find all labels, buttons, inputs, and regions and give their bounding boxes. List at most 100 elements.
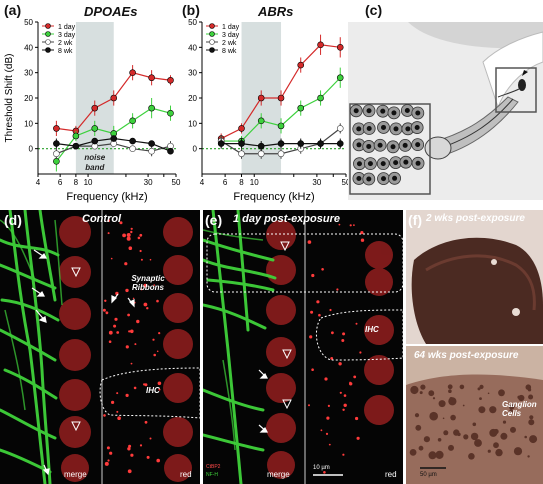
- synaptic-ribbon: [325, 432, 329, 435]
- synaptic-ribbon: [320, 429, 323, 432]
- synaptic-ribbon: [143, 383, 146, 386]
- synaptic-ribbon: [149, 258, 152, 261]
- data-point: [167, 109, 174, 117]
- chart-title-b: ABRs: [258, 4, 294, 19]
- ganglion-cell: [428, 390, 435, 397]
- data-point: [336, 125, 344, 132]
- legend-marker: [45, 47, 51, 53]
- schematic-membrane: [408, 22, 543, 49]
- data-point: [167, 76, 174, 84]
- ganglion-cell: [410, 385, 419, 395]
- ganglion-cell: [437, 438, 442, 442]
- synaptic-ribbon: [140, 288, 143, 291]
- x-tick-label: 50: [342, 178, 351, 187]
- panel-f-title-bottom: 64 wks post-exposure: [414, 350, 519, 361]
- dendrite: [497, 88, 520, 98]
- synaptic-ribbon: [309, 335, 313, 339]
- ganglion-cell-nucleus: [366, 143, 372, 149]
- synaptic-ribbon: [342, 332, 346, 336]
- ganglion-cell: [468, 453, 475, 460]
- ganglion-cell-nucleus: [380, 161, 386, 167]
- ganglion-cell: [420, 384, 426, 390]
- synaptic-ribbon: [146, 455, 150, 459]
- histology-image: [406, 210, 543, 484]
- x-axis-label: Frequency (kHz): [66, 191, 147, 203]
- x-axis-label: Frequency (kHz): [233, 191, 314, 203]
- chart-title-a: DPOAEs: [84, 4, 138, 19]
- synaptic-ribbon: [130, 329, 134, 334]
- ganglion-cell: [447, 384, 453, 390]
- synaptic-ribbon: [126, 233, 131, 237]
- ganglion-cell-nucleus: [366, 108, 372, 114]
- ganglion-cell: [493, 442, 499, 449]
- synaptic-ribbon: [102, 308, 106, 312]
- synaptic-ribbon: [360, 231, 364, 235]
- synaptic-ribbon: [331, 331, 334, 335]
- panel-letter-e: (e): [205, 212, 223, 228]
- ganglion-cell: [510, 426, 516, 433]
- ganglion-cell-nucleus: [392, 175, 398, 181]
- synaptic-ribbon: [311, 368, 314, 371]
- data-point: [257, 94, 265, 102]
- synaptic-ribbon: [156, 299, 159, 303]
- ganglion-cell: [418, 445, 424, 451]
- ganglion-cell-nucleus: [366, 125, 372, 131]
- histology-panel: (f) 2 wks post-exposure 64 wks post-expo…: [406, 210, 543, 484]
- ganglion-cell: [448, 389, 452, 393]
- synaptic-ribbon: [307, 240, 312, 244]
- x-tick-label: 4: [36, 178, 41, 187]
- legend-marker: [209, 47, 215, 53]
- synaptic-ribbon: [353, 375, 357, 379]
- synaptic-ribbon: [125, 288, 129, 293]
- ganglion-cell: [449, 397, 453, 401]
- ganglion-cell-nucleus: [403, 159, 409, 165]
- ganglion-cell-nucleus: [415, 142, 421, 148]
- ganglion-cells: [349, 104, 425, 186]
- synaptic-ribbon: [338, 362, 342, 366]
- synaptic-ribbon: [130, 362, 133, 365]
- ganglion-cell: [518, 394, 525, 402]
- synaptic-ribbon: [328, 443, 331, 446]
- panel-letter-f: (f): [408, 212, 422, 228]
- synaptic-ribbon: [116, 392, 119, 395]
- synaptic-ribbon: [341, 339, 345, 342]
- data-point: [238, 125, 245, 132]
- synaptic-ribbon: [321, 268, 324, 271]
- y-tick-label: 10: [188, 119, 197, 128]
- x-tick-label: 30: [144, 178, 153, 187]
- ganglion-cell: [498, 389, 505, 397]
- synaptic-ribbon: [108, 330, 113, 335]
- ganglion-cell-nucleus: [415, 110, 421, 116]
- data-point: [129, 117, 136, 125]
- legend-label: 1 day: [222, 24, 240, 31]
- panel-f-title-top: 2 wks post-exposure: [426, 213, 525, 224]
- ganglion-cell: [509, 409, 513, 413]
- synaptic-ribbon: [355, 416, 359, 421]
- synaptic-ribbon: [157, 381, 162, 386]
- synaptic-ribbon: [119, 221, 123, 225]
- y-tick-label: 40: [188, 43, 197, 52]
- ganglion-cell: [529, 415, 534, 420]
- ganglion-cell: [448, 444, 454, 451]
- x-tick-label: 4: [200, 178, 205, 187]
- ganglion-cell: [428, 451, 437, 460]
- data-point: [129, 145, 136, 152]
- noise-band-label: noise: [84, 153, 105, 162]
- synaptic-ribbon: [158, 388, 161, 391]
- synaptic-ribbon: [359, 351, 362, 354]
- ganglion-cell: [489, 406, 497, 414]
- ganglion-cell-nucleus: [381, 176, 387, 182]
- synaptic-ribbon: [128, 246, 133, 250]
- legend-marker: [45, 23, 51, 29]
- synaptic-ribbon: [343, 403, 347, 407]
- ganglion-cell: [442, 417, 445, 420]
- synaptic-ribbon: [153, 284, 155, 286]
- ganglion-cell: [487, 392, 490, 395]
- synaptic-ribbon: [143, 283, 148, 288]
- y-tick-label: 0: [193, 145, 198, 154]
- ganglion-cells-label: Ganglion Cells: [502, 400, 537, 418]
- ihc-label-d: IHC: [146, 386, 160, 395]
- micrograph-control: (d) Control Synaptic Ribbons IHC merge r…: [0, 210, 200, 484]
- micrograph-control-image: [0, 210, 200, 484]
- legend-marker: [45, 31, 51, 37]
